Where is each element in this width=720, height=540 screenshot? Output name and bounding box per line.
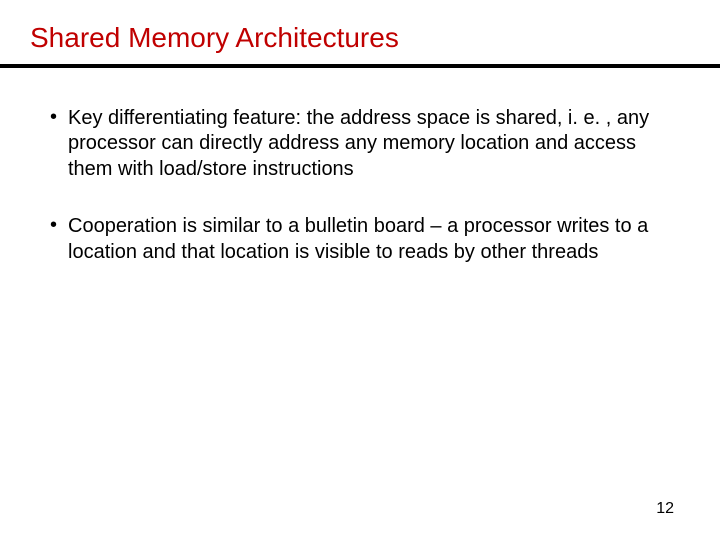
bullet-marker-icon: • — [50, 106, 57, 129]
bullet-item-1: • Key differentiating feature: the addre… — [50, 106, 670, 182]
bullet-item-2: • Cooperation is similar to a bulletin b… — [50, 214, 670, 265]
content-area: • Key differentiating feature: the addre… — [0, 68, 720, 265]
slide-title-bar: Shared Memory Architectures — [0, 0, 720, 68]
bullet-text: Cooperation is similar to a bulletin boa… — [68, 214, 670, 265]
bullet-marker-icon: • — [50, 214, 57, 237]
page-number: 12 — [656, 500, 674, 518]
bullet-text: Key differentiating feature: the address… — [68, 106, 670, 182]
slide-title: Shared Memory Architectures — [30, 22, 720, 54]
